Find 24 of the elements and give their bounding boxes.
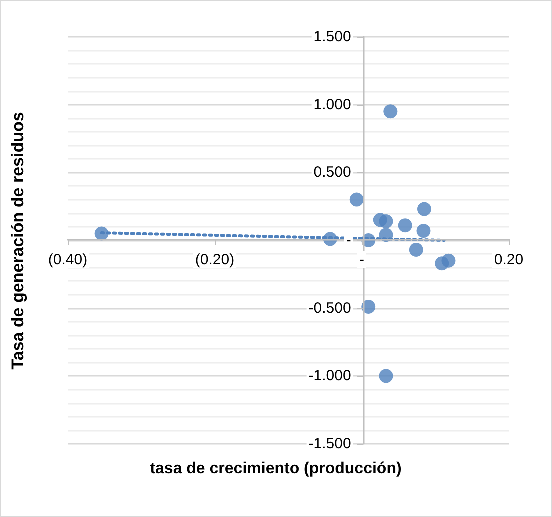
x-tick-label: (0.40) [48, 252, 88, 268]
y-tick-label: -0.500 [308, 300, 352, 317]
x-tick-label: 0.20 [494, 252, 524, 268]
point [379, 369, 394, 384]
x-tick-label: (0.20) [195, 252, 235, 268]
point [379, 228, 394, 242]
y-tick-label: 1.000 [314, 96, 352, 114]
y-tick-label: -1.000 [308, 368, 352, 385]
point [398, 218, 412, 233]
y-tick-label: - [346, 232, 352, 249]
point [350, 192, 364, 207]
y-tick-label: -1.500 [308, 436, 352, 452]
point [442, 254, 456, 268]
x-axis-title: tasa de crecimiento (producción) [150, 460, 402, 478]
point [416, 224, 431, 238]
y-axis-title: Tasa de generación de residuos [8, 112, 28, 370]
point [379, 214, 394, 229]
point [94, 226, 109, 241]
point [409, 243, 424, 257]
y-tick-label: 0.500 [314, 164, 352, 182]
point [417, 202, 432, 216]
x-tick-label: - [360, 252, 364, 268]
point [384, 104, 398, 119]
y-tick-label: 1.500 [314, 28, 352, 46]
